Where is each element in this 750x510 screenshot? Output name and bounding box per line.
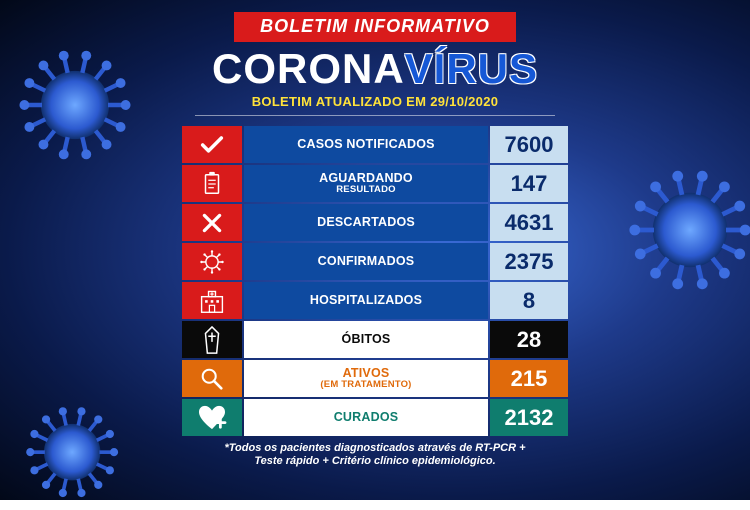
stat-label-text: ATIVOS — [343, 366, 390, 380]
xmark-icon — [182, 204, 242, 241]
footnote: *Todos os pacientes diagnosticados atrav… — [224, 442, 525, 468]
check-icon — [182, 126, 242, 163]
footnote-line1: *Todos os pacientes diagnosticados atrav… — [224, 442, 525, 454]
heading-corona: CORONA — [212, 48, 405, 90]
stat-value: 4631 — [490, 204, 568, 241]
stat-label-text: CASOS NOTIFICADOS — [297, 137, 434, 151]
stat-row: ATIVOS(EM TRATAMENTO)215 — [182, 360, 568, 397]
stat-value: 147 — [490, 165, 568, 202]
stat-value: 215 — [490, 360, 568, 397]
bulletin-title: BOLETIM INFORMATIVO — [234, 12, 516, 42]
stat-value: 7600 — [490, 126, 568, 163]
stat-label: ÓBITOS — [244, 321, 488, 358]
stat-label: CONFIRMADOS — [244, 243, 488, 280]
stat-value: 2375 — [490, 243, 568, 280]
clipboard-icon — [182, 165, 242, 202]
stat-label: CASOS NOTIFICADOS — [244, 126, 488, 163]
stat-label-text: CONFIRMADOS — [318, 254, 415, 268]
stat-label-text: AGUARDANDO — [319, 171, 413, 185]
footnote-line2: Teste rápido + Critério clínico epidemio… — [254, 455, 495, 467]
bulletin-panel: BOLETIM INFORMATIVO CORONAVÍRUS BOLETIM … — [180, 12, 570, 468]
stat-label: AGUARDANDORESULTADO — [244, 165, 488, 202]
stat-label-sub: RESULTADO — [248, 185, 484, 195]
stat-label-text: HOSPITALIZADOS — [310, 293, 422, 307]
heading-virus: VÍRUS — [405, 48, 538, 90]
stat-row: DESCARTADOS 4631 — [182, 204, 568, 241]
stat-value: 8 — [490, 282, 568, 319]
divider — [195, 115, 555, 116]
subtitle-date: BOLETIM ATUALIZADO EM 29/10/2020 — [252, 94, 499, 109]
corona-heading: CORONAVÍRUS — [212, 48, 538, 90]
magnify-icon — [182, 360, 242, 397]
stat-value: 2132 — [490, 399, 568, 436]
viruscirc-icon — [182, 243, 242, 280]
stat-label-text: CURADOS — [334, 410, 399, 424]
stat-label: CURADOS — [244, 399, 488, 436]
stat-value: 28 — [490, 321, 568, 358]
hospital-icon — [182, 282, 242, 319]
coffin-icon — [182, 321, 242, 358]
stat-label-sub: (EM TRATAMENTO) — [248, 380, 484, 390]
stat-label: HOSPITALIZADOS — [244, 282, 488, 319]
heartplus-icon — [182, 399, 242, 436]
stat-row: ÓBITOS 28 — [182, 321, 568, 358]
stat-row: CURADOS 2132 — [182, 399, 568, 436]
stat-row: HOSPITALIZADOS 8 — [182, 282, 568, 319]
stat-row: CONFIRMADOS 2375 — [182, 243, 568, 280]
stats-table: CASOS NOTIFICADOS7600AGUARDANDORESULTADO… — [180, 124, 570, 438]
stat-label-text: ÓBITOS — [342, 332, 391, 346]
stat-label-text: DESCARTADOS — [317, 215, 415, 229]
stat-row: AGUARDANDORESULTADO147 — [182, 165, 568, 202]
stat-label: ATIVOS(EM TRATAMENTO) — [244, 360, 488, 397]
stat-row: CASOS NOTIFICADOS 7600 — [182, 126, 568, 163]
stat-label: DESCARTADOS — [244, 204, 488, 241]
